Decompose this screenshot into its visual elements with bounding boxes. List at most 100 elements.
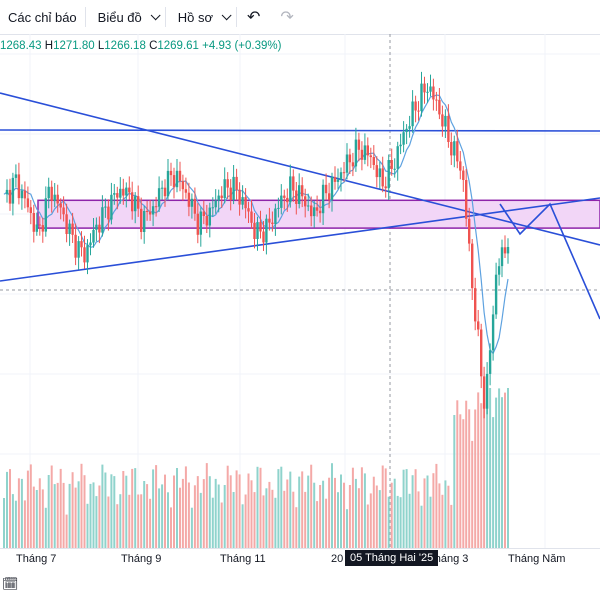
candle-body (223, 179, 226, 199)
volume-bar (226, 465, 229, 548)
candle-body (80, 241, 83, 248)
volume-bar (444, 480, 447, 548)
candle-body (351, 162, 355, 167)
candle-body (181, 181, 185, 190)
candle-body (101, 207, 104, 233)
volume-bar (173, 475, 175, 548)
volume-bar (107, 496, 110, 548)
volume-bar (184, 466, 187, 548)
candle-body (29, 207, 32, 213)
volume-bar (71, 472, 74, 548)
candle-body (459, 161, 462, 171)
profile-menu-button[interactable]: Hồ sơ (166, 0, 236, 34)
volume-bar (304, 491, 307, 548)
candle-body (396, 146, 399, 169)
chart-menu-button[interactable]: Biểu đồ (86, 0, 165, 34)
candle-body (375, 165, 378, 178)
candle-body (253, 222, 256, 239)
candle-body (482, 376, 486, 409)
candle-body (324, 184, 328, 194)
volume-bar (89, 483, 92, 548)
volume-bar (307, 475, 310, 548)
volume-bar (59, 468, 62, 548)
open-value: 1268.43 (0, 40, 42, 52)
candle-body (280, 195, 283, 208)
volume-bar (277, 469, 280, 548)
candlestick-chart[interactable] (0, 34, 600, 548)
top-toolbar: Các chỉ báo Biểu đồ Hồ sơ ↶ ↷ (0, 0, 600, 35)
candle-body (110, 194, 113, 220)
volume-bar (193, 485, 196, 548)
candle-body (154, 206, 158, 208)
candle-body (38, 224, 41, 226)
candle-body (468, 218, 471, 244)
candle-body (304, 196, 307, 207)
volume-bar (23, 500, 26, 548)
volume-bar (268, 481, 271, 548)
volume-bar (74, 487, 77, 548)
volume-bar (298, 476, 301, 548)
candle-body (107, 206, 110, 220)
indicators-button[interactable]: Các chỉ báo (0, 0, 85, 34)
volume-bar (417, 491, 420, 548)
toolbar-divider (236, 7, 238, 27)
candle-body (238, 189, 241, 205)
volume-bar (32, 486, 35, 548)
volume-bar (217, 484, 220, 548)
volume-bar (504, 392, 506, 548)
volume-bar (390, 482, 393, 548)
volume-bar (474, 409, 477, 548)
x-tick-label: Tháng Năm (508, 553, 566, 565)
volume-bar (187, 482, 190, 548)
candle-body (35, 224, 38, 232)
redo-icon[interactable]: ↷ (280, 9, 294, 26)
candle-body (301, 185, 304, 197)
candle-body (235, 176, 238, 190)
volume-bar (38, 478, 41, 548)
volume-bar (492, 417, 495, 548)
candle-body (408, 126, 411, 129)
candle-body (157, 188, 161, 207)
volume-bar (402, 469, 405, 548)
candle-body (339, 172, 343, 180)
candle-body (286, 197, 289, 203)
candle-body (148, 211, 152, 215)
candle-body (485, 373, 489, 409)
candle-body (199, 211, 202, 235)
candle-body (140, 208, 143, 232)
volume-bar (369, 493, 372, 548)
volume-bar (232, 492, 235, 548)
volume-bar (462, 419, 465, 548)
candle-body (310, 205, 313, 217)
time-axis: Tháng 7 Tháng 9 Tháng 11 20 Tháng 3 Thán… (0, 548, 600, 569)
volume-bar (495, 397, 498, 548)
volume-bar (29, 464, 32, 548)
volume-bar (244, 494, 247, 548)
candle-body (53, 194, 56, 202)
volume-bar (265, 488, 268, 548)
undo-icon[interactable]: ↶ (247, 9, 261, 26)
high-key: H (44, 40, 54, 52)
candle-body (366, 145, 369, 156)
candle-body (480, 329, 483, 377)
volume-bar (110, 474, 113, 548)
volume-bar (14, 500, 17, 548)
candle-body (471, 243, 474, 289)
volume-bar (408, 493, 411, 548)
volume-bar (372, 476, 375, 548)
volume-bar (331, 463, 333, 548)
candle-body (315, 207, 319, 211)
volume-bar (477, 392, 480, 548)
candle-body (113, 193, 116, 195)
volume-bar (325, 498, 328, 548)
x-tick-label: 20 (331, 553, 344, 565)
candle-body (283, 195, 286, 198)
volume-bar (53, 484, 56, 548)
candle-body (307, 205, 310, 207)
volume-bar (447, 485, 450, 548)
calendar-icon[interactable]: 🗓 (2, 576, 19, 591)
volume-bar (164, 474, 166, 548)
volume-bar (214, 478, 217, 548)
candle-body (145, 211, 149, 212)
volume-bar (155, 465, 158, 548)
